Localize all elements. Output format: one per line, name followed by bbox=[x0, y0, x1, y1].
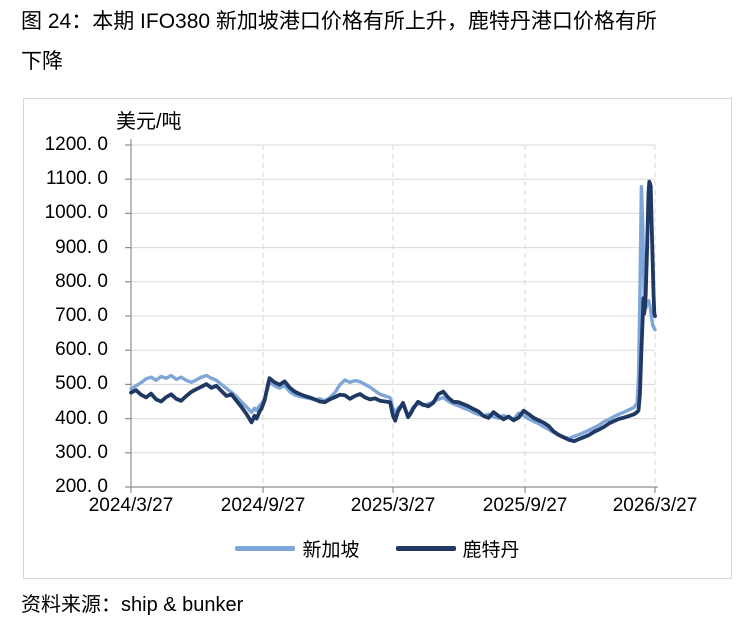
y-tick-label: 1000. 0 bbox=[44, 202, 108, 224]
x-tick-label: 2026/3/27 bbox=[612, 495, 698, 516]
y-tick-label: 400. 0 bbox=[55, 407, 108, 429]
legend-label-rotterdam: 鹿特丹 bbox=[462, 540, 520, 561]
y-tick-label: 1200. 0 bbox=[44, 134, 108, 155]
chart-legend: 新加坡 鹿特丹 bbox=[24, 535, 731, 562]
x-tick-label: 2025/9/27 bbox=[482, 495, 568, 516]
legend-label-singapore: 新加坡 bbox=[302, 540, 360, 561]
figure-title-line1: 图 24：本期 IFO380 新加坡港口价格有所上升，鹿特丹港口价格有所 bbox=[21, 10, 657, 33]
legend-item-rotterdam: 鹿特丹 bbox=[395, 535, 520, 562]
series-line-rotterdam bbox=[129, 179, 657, 444]
x-tick-label: 2024/3/27 bbox=[88, 495, 174, 516]
source-text: 资料来源：ship & bunker bbox=[21, 594, 244, 616]
y-axis-unit-label: 美元/吨 bbox=[116, 111, 182, 133]
line-chart-canvas bbox=[125, 139, 658, 493]
chart-frame: 美元/吨 200. 0 300. 0 400. 0 500. 0 600. 0 700. … bbox=[23, 98, 732, 579]
figure-title-line2: 下降 bbox=[21, 50, 63, 73]
y-tick-label: 600. 0 bbox=[55, 339, 108, 361]
y-tick-label: 500. 0 bbox=[55, 373, 108, 395]
y-tick-label: 700. 0 bbox=[55, 305, 108, 326]
legend-item-singapore: 新加坡 bbox=[235, 535, 360, 562]
legend-swatch-rotterdam bbox=[395, 546, 456, 551]
y-tick-label: 900. 0 bbox=[55, 236, 108, 258]
legend-swatch-singapore bbox=[235, 546, 296, 551]
y-tick-label: 800. 0 bbox=[55, 270, 108, 292]
x-tick-label: 2025/3/27 bbox=[350, 495, 436, 516]
y-tick-label: 1100. 0 bbox=[46, 168, 108, 190]
y-tick-label: 300. 0 bbox=[55, 441, 108, 463]
x-tick-label: 2024/9/27 bbox=[220, 495, 306, 516]
y-tick-label: 200. 0 bbox=[55, 476, 108, 497]
